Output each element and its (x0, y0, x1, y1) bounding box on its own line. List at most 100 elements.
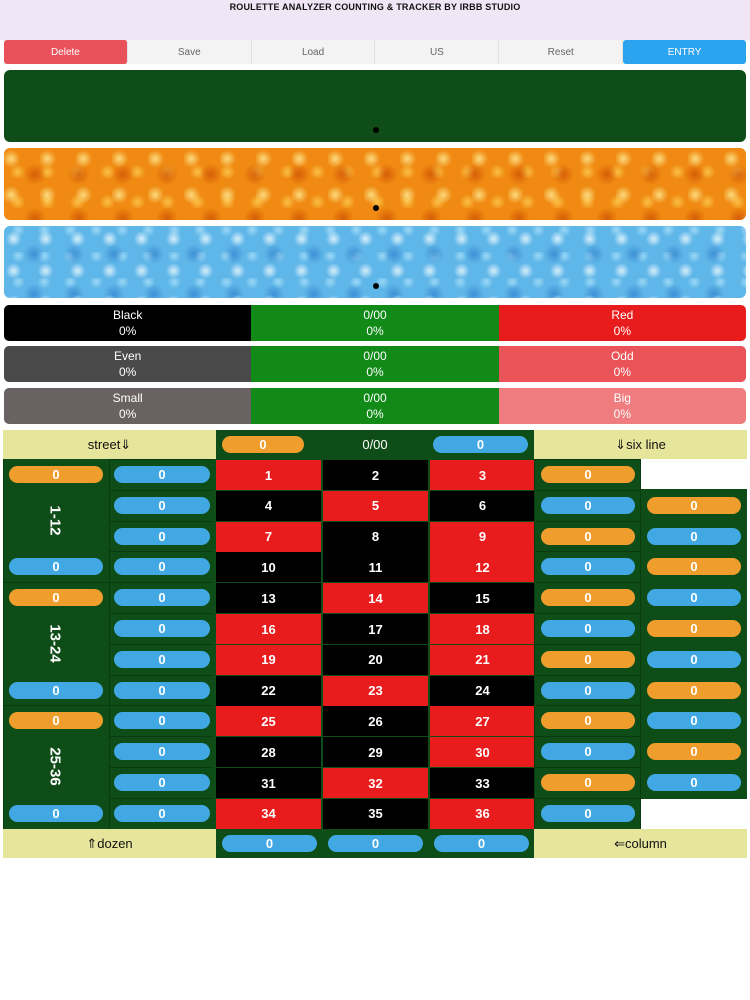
zero-cell[interactable]: 0 0/00 0 (216, 430, 534, 459)
number-cell-11[interactable]: 11 (323, 552, 428, 583)
number-cell-10[interactable]: 10 (216, 552, 321, 583)
sixline-left-3[interactable]: 0 (541, 527, 635, 545)
column-label: ⇐column (534, 829, 747, 858)
stat-value: 0% (613, 365, 631, 379)
wheel-type-button[interactable]: US (375, 40, 500, 64)
sixline-right-3[interactable]: 0 (647, 558, 741, 576)
sixline-right-5[interactable]: 0 (647, 620, 741, 637)
sixline-right-7[interactable]: 0 (647, 681, 741, 699)
street-count-11[interactable]: 0 (114, 774, 210, 791)
sixline-right-6[interactable]: 0 (647, 650, 741, 668)
number-cell-12[interactable]: 12 (430, 552, 535, 583)
street-count-10[interactable]: 0 (114, 743, 210, 761)
number-cell-7[interactable]: 7 (216, 521, 321, 552)
delete-button[interactable]: Delete (4, 40, 128, 64)
sixline-left-9[interactable]: 0 (541, 712, 635, 730)
stat-value: 0% (613, 407, 631, 421)
number-cell-34[interactable]: 34 (216, 798, 321, 829)
street-count-3[interactable]: 0 (114, 527, 210, 545)
stat-label: 0/00 (363, 308, 387, 322)
sixline-left-7[interactable]: 0 (541, 650, 635, 668)
column-2-count[interactable]: 0 (328, 835, 423, 852)
street-count-7[interactable]: 0 (114, 650, 210, 668)
entry-button[interactable]: ENTRY (623, 40, 746, 64)
sixline-right-8[interactable]: 0 (647, 712, 741, 730)
sixline-left-4[interactable]: 0 (541, 558, 635, 576)
sixline-right-10[interactable]: 0 (647, 774, 741, 791)
street-count-6[interactable]: 0 (114, 620, 210, 637)
number-cell-23[interactable]: 23 (323, 675, 428, 706)
number-cell-2[interactable]: 2 (323, 460, 428, 490)
street-count-9[interactable]: 0 (114, 712, 210, 730)
sixline-left-11[interactable]: 0 (541, 774, 635, 791)
number-cell-31[interactable]: 31 (216, 768, 321, 798)
marker-dot (373, 283, 379, 289)
number-cell-9[interactable]: 9 (430, 521, 535, 552)
save-button[interactable]: Save (127, 40, 252, 64)
number-cell-32[interactable]: 32 (323, 768, 428, 798)
number-cell-35[interactable]: 35 (323, 798, 428, 829)
number-cell-14[interactable]: 14 (323, 583, 428, 614)
blank-cell-top (641, 459, 747, 489)
number-cell-29[interactable]: 29 (323, 737, 428, 768)
number-cell-28[interactable]: 28 (216, 737, 321, 768)
sixline-right-2[interactable]: 0 (647, 527, 741, 545)
stat-zero: 0/00 0% (251, 305, 499, 341)
reset-button[interactable]: Reset (499, 40, 624, 64)
number-cell-26[interactable]: 26 (323, 706, 428, 737)
number-cell-22[interactable]: 22 (216, 675, 321, 706)
street-count-1[interactable]: 0 (114, 466, 210, 483)
row-divider (534, 643, 641, 645)
street-count-12[interactable]: 0 (114, 804, 210, 822)
number-cell-8[interactable]: 8 (323, 521, 428, 552)
sixline-left-8[interactable]: 0 (541, 681, 635, 699)
number-cell-4[interactable]: 4 (216, 490, 321, 521)
zero-orange-count[interactable]: 0 (222, 436, 304, 453)
number-cell-27[interactable]: 27 (430, 706, 535, 737)
number-cell-33[interactable]: 33 (430, 768, 535, 798)
number-cell-16[interactable]: 16 (216, 614, 321, 644)
number-cell-21[interactable]: 21 (430, 644, 535, 675)
street-count-5[interactable]: 0 (114, 589, 210, 607)
street-count-4[interactable]: 0 (114, 558, 210, 576)
stat-black: Black 0% (4, 305, 252, 341)
number-cell-13[interactable]: 13 (216, 583, 321, 614)
zero-blue-count[interactable]: 0 (433, 436, 528, 453)
number-cell-36[interactable]: 36 (430, 798, 535, 829)
number-cell-18[interactable]: 18 (430, 614, 535, 644)
dozen-2-blue-count[interactable]: 0 (9, 681, 103, 699)
number-cell-6[interactable]: 6 (430, 490, 535, 521)
sixline-right-9[interactable]: 0 (647, 743, 741, 761)
dozen-1-orange-count[interactable]: 0 (9, 466, 103, 483)
dozen-1-blue-count[interactable]: 0 (9, 558, 103, 576)
load-button[interactable]: Load (251, 40, 376, 64)
number-cell-1[interactable]: 1 (216, 460, 321, 490)
number-cell-3[interactable]: 3 (430, 460, 535, 490)
number-cell-24[interactable]: 24 (430, 675, 535, 706)
number-cell-5[interactable]: 5 (323, 490, 428, 521)
sixline-right-1[interactable]: 0 (647, 496, 741, 514)
column-1-count[interactable]: 0 (222, 835, 317, 852)
sixline-left-12[interactable]: 0 (541, 804, 635, 822)
street-count-8[interactable]: 0 (114, 681, 210, 699)
street-count-2[interactable]: 0 (114, 496, 210, 514)
number-cell-15[interactable]: 15 (430, 583, 535, 614)
dozen-3-blue-count[interactable]: 0 (9, 804, 103, 822)
dozen-2-orange-count[interactable]: 0 (9, 589, 103, 607)
sixline-left-2[interactable]: 0 (541, 496, 635, 514)
number-cell-30[interactable]: 30 (430, 737, 535, 768)
sixline-right-4[interactable]: 0 (647, 589, 741, 607)
number-cell-20[interactable]: 20 (323, 644, 428, 675)
row-divider (534, 705, 641, 707)
dozen-3-orange-count[interactable]: 0 (9, 712, 103, 730)
number-cell-25[interactable]: 25 (216, 706, 321, 737)
sixline-left-6[interactable]: 0 (541, 620, 635, 637)
number-cell-19[interactable]: 19 (216, 644, 321, 675)
sixline-left-1[interactable]: 0 (541, 466, 635, 483)
stat-zero: 0/00 0% (251, 388, 499, 424)
sixline-left-5[interactable]: 0 (541, 589, 635, 607)
sixline-left-10[interactable]: 0 (541, 743, 635, 761)
column-3-count[interactable]: 0 (434, 835, 529, 852)
number-cell-17[interactable]: 17 (323, 614, 428, 644)
stat-value: 0% (366, 365, 384, 379)
